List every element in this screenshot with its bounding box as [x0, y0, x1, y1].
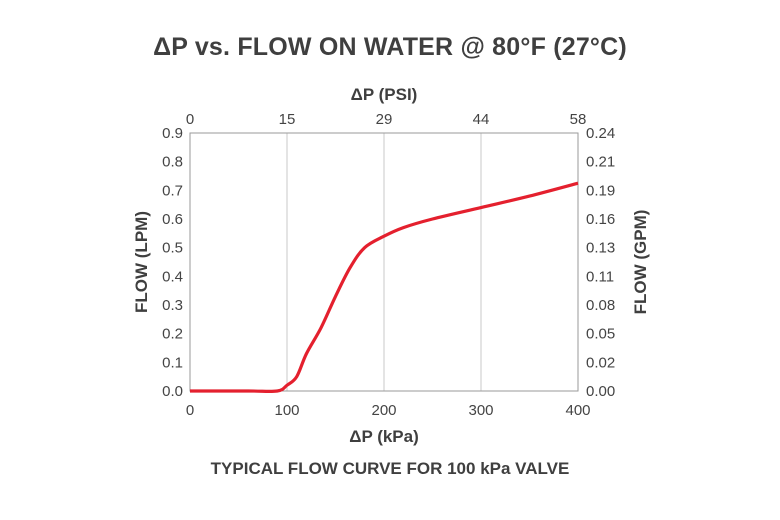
x2-tick-label: 15	[279, 111, 296, 128]
y2-tick-label: 0.11	[586, 268, 614, 285]
x-tick-label: 400	[565, 402, 590, 419]
y-tick-label: 0.0	[162, 383, 183, 400]
chart-caption: TYPICAL FLOW CURVE FOR 100 kPa VALVE	[210, 459, 570, 478]
series-group	[190, 181, 579, 394]
y2-tick-label: 0.08	[586, 297, 615, 314]
series-line-0	[190, 181, 579, 394]
x2-tick-label: 44	[473, 111, 490, 128]
x2-axis-title: ΔP (PSI)	[351, 85, 418, 104]
y-tick-label: 0.7	[162, 182, 183, 199]
y-tick-label: 0.2	[162, 326, 183, 343]
x-tick-label: 100	[274, 402, 299, 419]
y2-tick-label: 0.05	[586, 326, 615, 343]
y2-tick-label: 0.21	[586, 154, 615, 171]
y-tick-label: 0.4	[162, 268, 183, 285]
y-tick-label: 0.9	[162, 125, 183, 142]
chart-title: ΔP vs. FLOW ON WATER @ 80°F (27°C)	[153, 33, 627, 61]
y-axis-title: FLOW (LPM)	[132, 211, 151, 313]
y2-tick-label: 0.24	[586, 125, 615, 142]
x-tick-label: 300	[468, 402, 493, 419]
y-tick-label: 0.3	[162, 297, 183, 314]
plot-frame	[189, 132, 579, 392]
y2-tick-label: 0.19	[586, 182, 615, 199]
y2-tick-label: 0.16	[586, 211, 615, 228]
y-tick-label: 0.6	[162, 211, 183, 228]
x2-tick-label: 0	[186, 111, 194, 128]
y2-axis-title: FLOW (GPM)	[631, 210, 650, 315]
x-tick-label: 200	[371, 402, 396, 419]
y-tick-label: 0.8	[162, 154, 183, 171]
x2-tick-label: 29	[376, 111, 393, 128]
y2-tick-label: 0.00	[586, 383, 615, 400]
y-tick-label: 0.5	[162, 240, 183, 257]
tick-labels: 0 100 200 300 400 0 15 29 44 58 0.0 0.1 0.2 0.3 0.4 0.5…	[162, 111, 615, 419]
x-tick-label: 0	[186, 402, 194, 419]
grid	[286, 133, 482, 391]
x-axis-title: ΔP (kPa)	[349, 427, 419, 446]
y2-tick-label: 0.13	[586, 240, 615, 257]
y2-tick-label: 0.02	[586, 354, 615, 371]
y-tick-label: 0.1	[162, 354, 183, 371]
x2-tick-label: 58	[570, 111, 587, 128]
